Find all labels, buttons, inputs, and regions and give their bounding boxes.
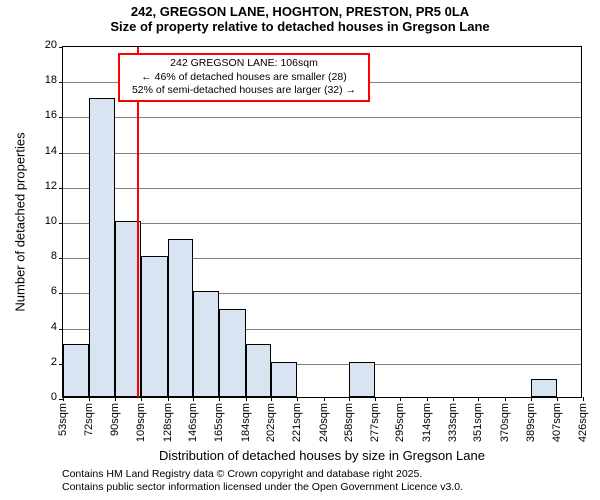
xtick-label: 258sqm [343, 403, 355, 442]
chart-title: 242, GREGSON LANE, HOGHTON, PRESTON, PR5… [0, 4, 600, 19]
histogram-bar [63, 344, 89, 397]
xtick-label: 221sqm [291, 403, 303, 442]
xtick-label: 333sqm [447, 403, 459, 442]
histogram-bar [219, 309, 245, 397]
xtick-label: 146sqm [187, 403, 199, 442]
xtick-label: 72sqm [83, 403, 95, 436]
xtick-mark [531, 397, 532, 401]
ytick-label: 2 [51, 356, 63, 368]
ytick-label: 12 [45, 180, 63, 192]
xtick-label: 240sqm [318, 403, 330, 442]
ytick-label: 8 [51, 250, 63, 262]
xtick-label: 295sqm [394, 403, 406, 442]
histogram-bar [246, 344, 271, 397]
xtick-mark [193, 397, 194, 401]
histogram-bar [193, 291, 219, 397]
xtick-label: 426sqm [577, 403, 589, 442]
xtick-mark [324, 397, 325, 401]
xtick-mark [219, 397, 220, 401]
xtick-label: 370sqm [499, 403, 511, 442]
xtick-mark [453, 397, 454, 401]
ytick-label: 0 [51, 391, 63, 403]
xtick-mark [557, 397, 558, 401]
footer-line-2: Contains public sector information licen… [62, 481, 463, 494]
xtick-mark [297, 397, 298, 401]
figure: 242, GREGSON LANE, HOGHTON, PRESTON, PR5… [0, 0, 600, 500]
x-axis-label: Distribution of detached houses by size … [159, 448, 485, 463]
xtick-label: 277sqm [369, 403, 381, 442]
footer-line-1: Contains HM Land Registry data © Crown c… [62, 468, 463, 481]
xtick-mark [427, 397, 428, 401]
ytick-label: 10 [45, 215, 63, 227]
xtick-mark [400, 397, 401, 401]
chart-subtitle: Size of property relative to detached ho… [0, 19, 600, 34]
xtick-label: 184sqm [240, 403, 252, 442]
ytick-label: 20 [45, 39, 63, 51]
xtick-mark [115, 397, 116, 401]
ytick-label: 18 [45, 74, 63, 86]
ytick-label: 16 [45, 109, 63, 121]
xtick-mark [583, 397, 584, 401]
xtick-mark [271, 397, 272, 401]
xtick-mark [246, 397, 247, 401]
xtick-label: 109sqm [135, 403, 147, 442]
gridline [63, 117, 581, 118]
xtick-mark [63, 397, 64, 401]
ytick-label: 4 [51, 321, 63, 333]
xtick-label: 314sqm [421, 403, 433, 442]
histogram-bar [271, 362, 297, 397]
y-axis-label: Number of detached properties [13, 132, 28, 311]
annotation-line: 52% of semi-detached houses are larger (… [124, 84, 364, 98]
title-block: 242, GREGSON LANE, HOGHTON, PRESTON, PR5… [0, 0, 600, 34]
xtick-mark [478, 397, 479, 401]
xtick-mark [168, 397, 169, 401]
annotation-line: ← 46% of detached houses are smaller (28… [124, 71, 364, 85]
xtick-label: 202sqm [265, 403, 277, 442]
xtick-label: 53sqm [57, 403, 69, 436]
histogram-bar [168, 239, 193, 397]
xtick-label: 90sqm [109, 403, 121, 436]
xtick-label: 165sqm [213, 403, 225, 442]
histogram-bar [531, 379, 556, 397]
gridline [63, 188, 581, 189]
xtick-label: 407sqm [551, 403, 563, 442]
ytick-label: 14 [45, 145, 63, 157]
footer-attribution: Contains HM Land Registry data © Crown c… [62, 468, 463, 494]
ytick-label: 6 [51, 285, 63, 297]
histogram-bar [89, 98, 114, 397]
annotation-box: 242 GREGSON LANE: 106sqm← 46% of detache… [118, 53, 370, 102]
plot-area: 0246810121416182053sqm72sqm90sqm109sqm12… [62, 46, 582, 398]
xtick-mark [89, 397, 90, 401]
histogram-bar [349, 362, 375, 397]
xtick-label: 351sqm [472, 403, 484, 442]
xtick-mark [141, 397, 142, 401]
annotation-line: 242 GREGSON LANE: 106sqm [124, 57, 364, 71]
xtick-label: 128sqm [162, 403, 174, 442]
xtick-label: 389sqm [525, 403, 537, 442]
xtick-mark [349, 397, 350, 401]
xtick-mark [505, 397, 506, 401]
gridline [63, 153, 581, 154]
xtick-mark [375, 397, 376, 401]
histogram-bar [141, 256, 167, 397]
